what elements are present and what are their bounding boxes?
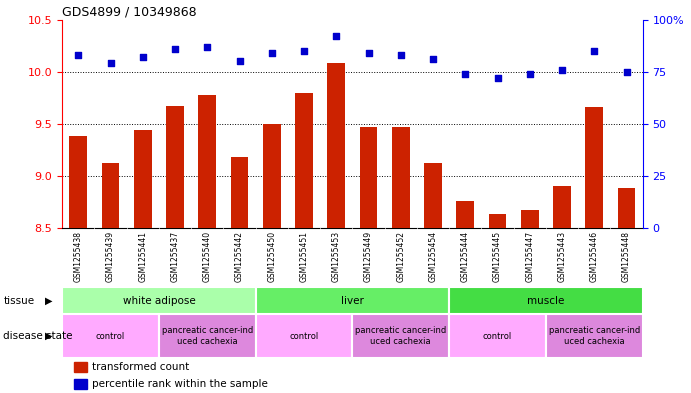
Point	[492, 75, 503, 81]
Text: white adipose: white adipose	[122, 296, 196, 306]
Point	[589, 48, 600, 54]
Bar	[424, 163, 442, 228]
Bar	[198, 95, 216, 228]
Bar	[328, 63, 346, 228]
Point	[202, 44, 213, 50]
FancyBboxPatch shape	[449, 287, 643, 314]
FancyBboxPatch shape	[62, 287, 256, 314]
Text: tissue: tissue	[3, 296, 35, 306]
Text: control: control	[290, 332, 319, 340]
Bar	[489, 215, 507, 228]
Bar	[263, 124, 281, 228]
FancyBboxPatch shape	[159, 314, 256, 358]
Bar	[102, 163, 120, 228]
Text: GSM1255437: GSM1255437	[171, 231, 180, 282]
Text: control: control	[483, 332, 512, 340]
Point	[138, 54, 149, 60]
FancyBboxPatch shape	[62, 314, 159, 358]
Point	[73, 52, 84, 58]
Point	[621, 68, 632, 75]
Text: pancreatic cancer-ind
uced cachexia: pancreatic cancer-ind uced cachexia	[549, 326, 640, 346]
Text: GSM1255439: GSM1255439	[106, 231, 115, 282]
Text: GSM1255442: GSM1255442	[235, 231, 244, 282]
Bar	[74, 362, 86, 372]
Text: GSM1255438: GSM1255438	[74, 231, 83, 282]
Point	[331, 33, 342, 39]
Text: GSM1255445: GSM1255445	[493, 231, 502, 282]
Bar	[166, 106, 184, 228]
Text: GSM1255452: GSM1255452	[396, 231, 406, 282]
Text: GSM1255454: GSM1255454	[428, 231, 437, 282]
Point	[395, 52, 406, 58]
Bar	[392, 127, 410, 228]
Point	[169, 46, 180, 52]
Text: GSM1255448: GSM1255448	[622, 231, 631, 282]
Text: percentile rank within the sample: percentile rank within the sample	[93, 379, 268, 389]
Point	[266, 50, 277, 56]
Bar	[295, 93, 313, 228]
FancyBboxPatch shape	[352, 314, 449, 358]
Bar	[585, 107, 603, 228]
Text: GSM1255447: GSM1255447	[525, 231, 534, 282]
Bar	[231, 157, 249, 228]
Bar	[456, 201, 474, 228]
Point	[105, 60, 116, 66]
Text: GSM1255451: GSM1255451	[299, 231, 309, 282]
Text: GSM1255444: GSM1255444	[461, 231, 470, 282]
Text: GSM1255450: GSM1255450	[267, 231, 276, 282]
Point	[363, 50, 374, 56]
Text: pancreatic cancer-ind
uced cachexia: pancreatic cancer-ind uced cachexia	[355, 326, 446, 346]
Point	[524, 71, 536, 77]
Bar	[553, 186, 571, 228]
Point	[299, 48, 310, 54]
Text: transformed count: transformed count	[93, 362, 189, 372]
FancyBboxPatch shape	[256, 287, 449, 314]
Text: GSM1255449: GSM1255449	[364, 231, 373, 282]
Text: pancreatic cancer-ind
uced cachexia: pancreatic cancer-ind uced cachexia	[162, 326, 253, 346]
Text: GDS4899 / 10349868: GDS4899 / 10349868	[62, 6, 197, 18]
Bar	[618, 188, 636, 228]
Bar	[69, 136, 87, 228]
Text: GSM1255441: GSM1255441	[138, 231, 147, 282]
Point	[428, 56, 439, 62]
Bar	[521, 210, 539, 228]
Bar	[74, 379, 86, 389]
FancyBboxPatch shape	[546, 314, 643, 358]
Text: liver: liver	[341, 296, 364, 306]
Text: GSM1255440: GSM1255440	[202, 231, 212, 282]
Point	[460, 71, 471, 77]
Text: disease state: disease state	[3, 331, 73, 341]
Text: ▶: ▶	[45, 296, 53, 306]
Bar	[134, 130, 152, 228]
Text: GSM1255446: GSM1255446	[589, 231, 599, 282]
Point	[556, 66, 567, 73]
Text: muscle: muscle	[527, 296, 565, 306]
Text: GSM1255443: GSM1255443	[558, 231, 567, 282]
Text: control: control	[96, 332, 125, 340]
FancyBboxPatch shape	[449, 314, 546, 358]
Bar	[359, 127, 377, 228]
Text: GSM1255453: GSM1255453	[332, 231, 341, 282]
FancyBboxPatch shape	[256, 314, 352, 358]
Point	[234, 58, 245, 64]
Text: ▶: ▶	[45, 331, 53, 341]
